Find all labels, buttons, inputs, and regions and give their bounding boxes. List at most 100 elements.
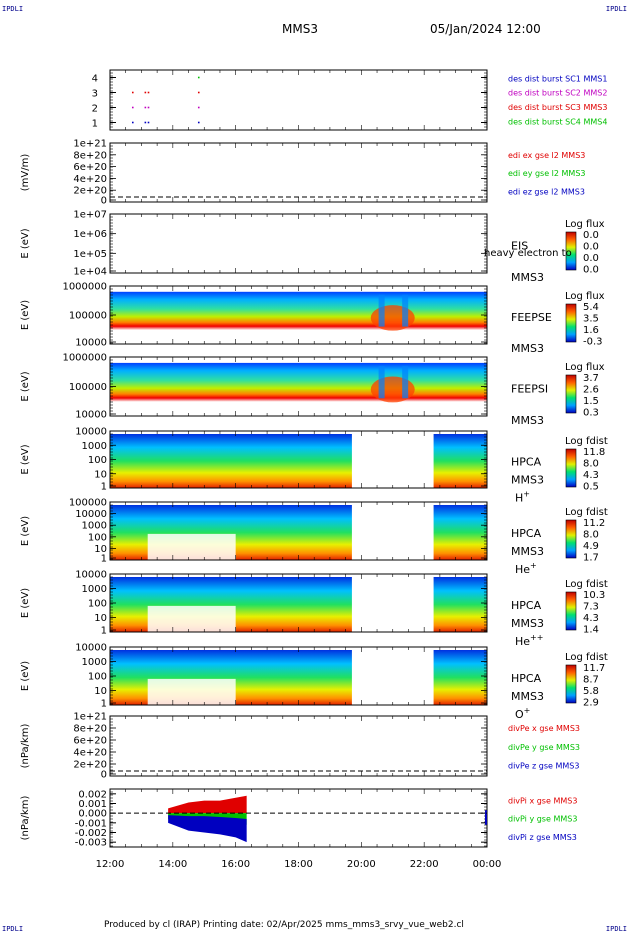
legend-entry-0: des dist burst SC3 MMS3	[508, 103, 607, 112]
colorbar-tick-6: 1.7	[583, 553, 599, 564]
x-tick-label: 14:00	[158, 859, 187, 870]
spacecraft-label-6: MMS3	[511, 545, 544, 558]
y-tick-label-5: 1000	[82, 441, 107, 452]
colorbar-tick-4: 3.7	[583, 373, 599, 384]
y-tick-label-0: 3	[92, 89, 98, 100]
colorbar-tick-4: 0.3	[583, 408, 599, 419]
x-tick-label: 18:00	[284, 859, 313, 870]
burst-mark-2	[131, 106, 134, 109]
y-tick-label-7: 1	[101, 626, 107, 637]
y-tick-label-9: 0	[101, 770, 107, 781]
corner-label-top-right: IPDLI	[605, 5, 627, 13]
colorbar-tick-6: 4.9	[583, 541, 599, 552]
y-tick-label-1: 6e+20	[73, 162, 107, 173]
y-tick-label-5: 10000	[75, 427, 107, 438]
y-tick-label-0: 4	[92, 74, 98, 85]
colorbar-title-8: Log fdist	[565, 652, 608, 663]
y-tick-label-2: 1e+06	[73, 229, 107, 240]
spacecraft-label-8: MMS3	[511, 690, 544, 703]
y-axis-label-2: E (eV)	[20, 228, 31, 258]
y-axis-label-4: E (eV)	[20, 371, 31, 401]
spectrogram-block-7	[433, 577, 487, 632]
colorbar-tick-8: 5.8	[583, 686, 599, 697]
y-tick-label-6: 100000	[69, 498, 107, 509]
spectrogram-block-4	[110, 362, 487, 402]
colorbar-title-3: Log flux	[565, 291, 605, 302]
y-tick-label-8: 100	[88, 672, 107, 683]
instrument-label-4: FEEPSI	[511, 383, 548, 396]
y-tick-label-2: 1e+07	[73, 210, 107, 221]
legend-entry-10: divPi y gse MMS3	[508, 815, 577, 824]
colorbar-tick-7: 1.4	[583, 625, 599, 636]
spacecraft-label-5: MMS3	[511, 474, 544, 487]
spectrogram-block-5	[110, 434, 352, 488]
x-tick-label: 22:00	[410, 859, 439, 870]
colorbar-tick-3: 3.5	[583, 314, 599, 325]
colorbar-tick-8: 11.7	[583, 663, 605, 674]
colorbar-7	[565, 591, 577, 631]
y-tick-label-9: 6e+20	[73, 736, 107, 747]
y-tick-label-10: -0.002	[75, 828, 107, 839]
y-tick-label-5: 100	[88, 455, 107, 466]
colorbar-2	[565, 231, 577, 271]
colorbar-tick-4: 1.5	[583, 396, 599, 407]
spacecraft-label-4: MMS3	[511, 414, 544, 427]
burst-mark-2	[147, 106, 150, 109]
burst-mark-3	[147, 91, 150, 94]
colorbar-tick-3: 1.6	[583, 325, 599, 336]
colorbar-8	[565, 664, 577, 704]
y-axis-label-7: E (eV)	[20, 588, 31, 618]
species-label-8: O+	[515, 706, 530, 721]
x-tick-label: 12:00	[96, 859, 125, 870]
colorbar-title-6: Log fdist	[565, 507, 608, 518]
spectrogram-block-3	[110, 291, 487, 331]
panel-frame-1	[109, 142, 488, 203]
colorbar-5	[565, 448, 577, 488]
panel-frame-10	[109, 788, 488, 848]
y-axis-label-5: E (eV)	[20, 444, 31, 474]
legend-entry-0: des dist burst SC2 MMS2	[508, 89, 607, 98]
series-band-2	[168, 815, 247, 843]
instrument-label-5: HPCA	[511, 456, 542, 469]
y-tick-label-10: 0.000	[78, 809, 107, 820]
y-tick-label-0: 1	[92, 119, 98, 130]
species-label-5: H+	[515, 490, 530, 505]
series-marker	[485, 810, 487, 825]
legend-entry-0: des dist burst SC1 MMS1	[508, 74, 607, 83]
y-tick-label-9: 2e+20	[73, 760, 107, 771]
burst-mark-1	[147, 121, 150, 124]
colorbar-title-5: Log fdist	[565, 436, 608, 447]
colorbar-tick-5: 8.0	[583, 459, 599, 470]
colorbar-title-7: Log fdist	[565, 579, 608, 590]
y-tick-label-9: 4e+20	[73, 748, 107, 759]
corner-label-bottom-right: IPDLI	[605, 925, 627, 933]
spacecraft-label-7: MMS3	[511, 617, 544, 630]
colorbar-tick-6: 8.0	[583, 530, 599, 541]
legend-entry-9: divPe z gse MMS3	[508, 762, 579, 771]
y-axis-label-9: (nPa/km)	[20, 724, 31, 769]
y-tick-label-6: 1000	[82, 521, 107, 532]
y-tick-label-7: 10	[94, 613, 107, 624]
spectrogram-block-5	[433, 434, 487, 488]
colorbar-tick-7: 10.3	[583, 590, 605, 601]
y-tick-label-8: 1	[101, 699, 107, 710]
burst-mark-3	[197, 91, 200, 94]
y-tick-label-3: 1000000	[62, 282, 107, 293]
species-label-7: He++	[515, 633, 543, 648]
legend-entry-10: divPi z gse MMS3	[508, 833, 577, 842]
y-axis-label-8: E (eV)	[20, 661, 31, 691]
y-tick-label-1: 1e+21	[73, 139, 107, 150]
overlay-text: heavy electron to	[484, 248, 572, 259]
y-axis-label-6: E (eV)	[20, 516, 31, 546]
y-tick-label-5: 1	[101, 482, 107, 493]
spacecraft-label-3: MMS3	[511, 342, 544, 355]
y-tick-label-0: 2	[92, 104, 98, 115]
y-tick-label-3: 100000	[69, 311, 107, 322]
colorbar-tick-4: 2.6	[583, 385, 599, 396]
instrument-label-2: EIS	[511, 240, 528, 253]
instrument-label-8: HPCA	[511, 672, 542, 685]
y-tick-label-2: 1e+05	[73, 249, 107, 260]
burst-mark-2	[144, 106, 147, 109]
burst-mark-4	[197, 76, 200, 79]
